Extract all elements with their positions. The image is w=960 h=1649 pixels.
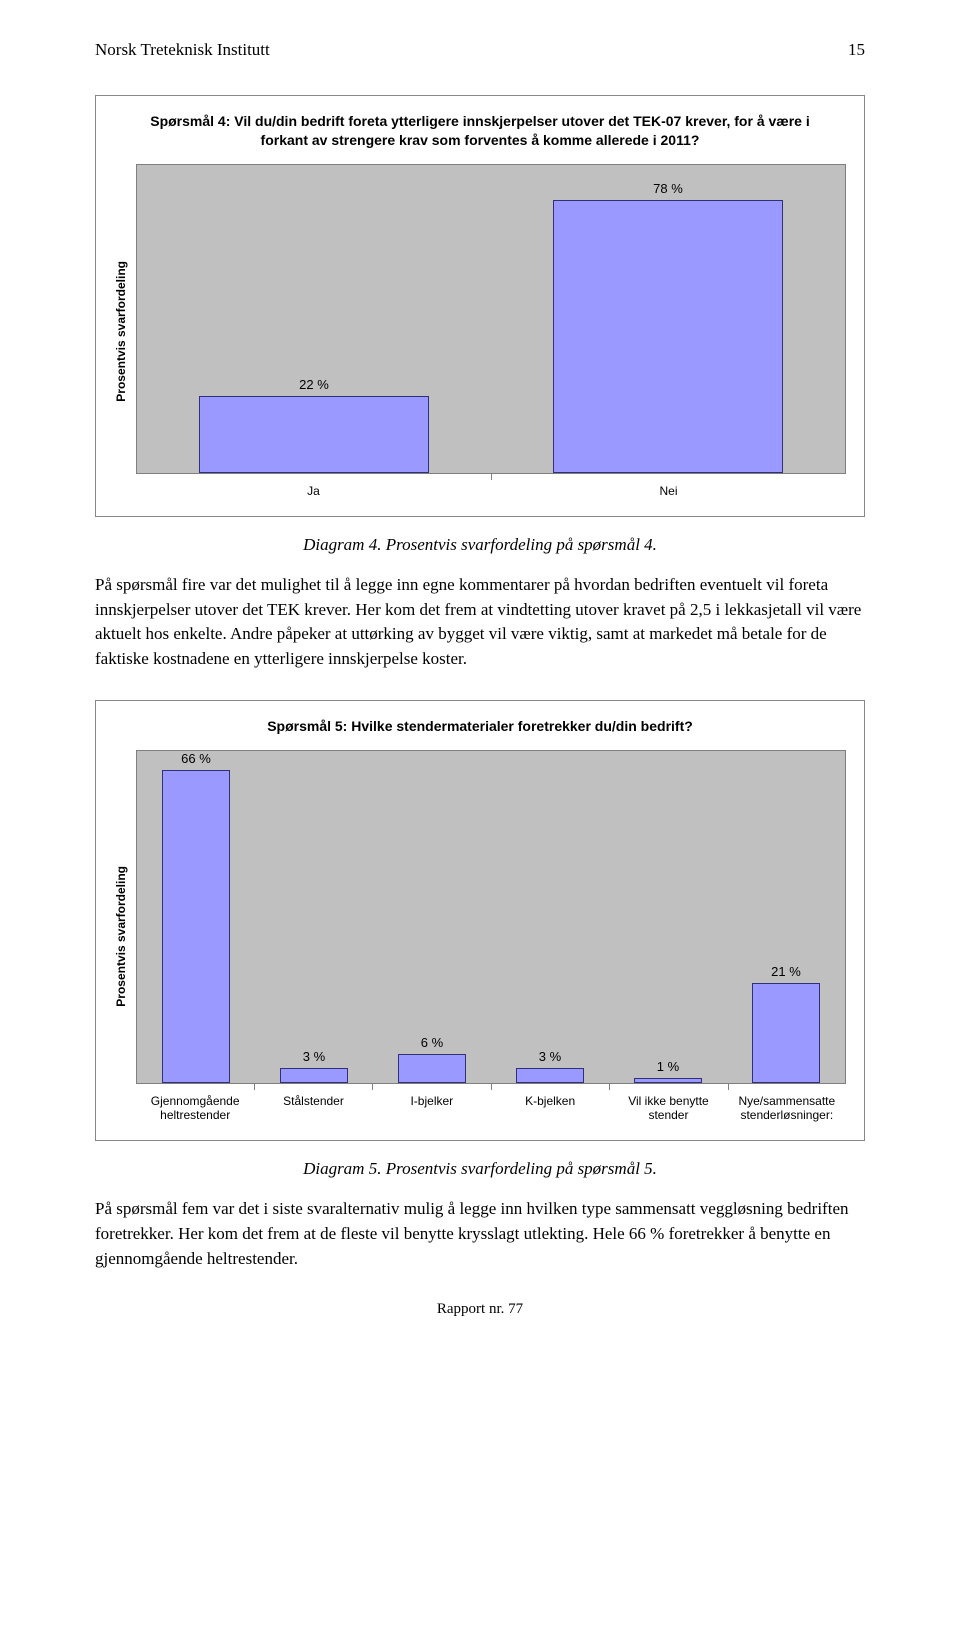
caption-1: Diagram 4. Prosentvis svarfordeling på s… — [95, 535, 865, 555]
bar — [199, 396, 429, 473]
xtick — [729, 1084, 847, 1090]
bar-slot: 3 % — [491, 751, 609, 1083]
bar — [162, 770, 230, 1083]
bar-value-label: 1 % — [609, 1059, 727, 1074]
xlabel: Gjennomgående heltrestender — [136, 1094, 254, 1123]
chart-1-plot: 22 % 78 % — [136, 164, 846, 474]
chart-2-plot-wrap: Prosentvis svarfordeling 66 %3 %6 %3 %1 … — [114, 750, 846, 1123]
bar-slot: 21 % — [727, 751, 845, 1083]
chart-1-xlabels: JaNei — [136, 484, 846, 498]
bar-value-label: 22 % — [137, 377, 491, 392]
xtick — [610, 1084, 729, 1090]
chart-1-title: Spørsmål 4: Vil du/din bedrift foreta yt… — [134, 112, 826, 150]
chart-1-bars: 22 % 78 % — [137, 165, 845, 473]
bar-slot: 3 % — [255, 751, 373, 1083]
xlabel: Nye/sammensatte stenderløsninger: — [728, 1094, 846, 1123]
chart-2-xticks — [136, 1084, 846, 1090]
xlabel: Vil ikke benytte stender — [609, 1094, 727, 1123]
xtick — [492, 474, 847, 480]
xlabel: Stålstender — [254, 1094, 372, 1123]
chart-1-plot-wrap: Prosentvis svarfordeling 22 % 78 % JaNei — [114, 164, 846, 498]
bar-value-label: 66 % — [137, 751, 255, 766]
bar — [516, 1068, 584, 1082]
chart-2-bars: 66 %3 %6 %3 %1 %21 % — [137, 751, 845, 1083]
xtick — [373, 1084, 492, 1090]
xtick — [136, 474, 492, 480]
bar-slot: 78 % — [491, 165, 845, 473]
bar-value-label: 78 % — [491, 181, 845, 196]
footer: Rapport nr. 77 — [95, 1301, 865, 1318]
chart-1-plot-col: 22 % 78 % JaNei — [136, 164, 846, 498]
xtick — [255, 1084, 374, 1090]
chart-1-ylabel: Prosentvis svarfordeling — [114, 261, 128, 402]
bar-slot: 22 % — [137, 165, 491, 473]
xlabel: Nei — [491, 484, 846, 498]
paragraph-1: På spørsmål fire var det mulighet til å … — [95, 573, 865, 672]
bar — [398, 1054, 466, 1082]
bar — [634, 1078, 702, 1083]
bar-slot: 1 % — [609, 751, 727, 1083]
chart-2-plot: 66 %3 %6 %3 %1 %21 % — [136, 750, 846, 1084]
caption-2: Diagram 5. Prosentvis svarfordeling på s… — [95, 1159, 865, 1179]
bar-value-label: 21 % — [727, 964, 845, 979]
page-header: Norsk Treteknisk Institutt 15 — [95, 40, 865, 60]
xtick — [492, 1084, 611, 1090]
bar-value-label: 3 % — [255, 1049, 373, 1064]
chart-2-plot-inner: 66 %3 %6 %3 %1 %21 % — [137, 751, 845, 1083]
bar — [553, 200, 783, 473]
bar — [280, 1068, 348, 1082]
chart-2-frame: Spørsmål 5: Hvilke stendermaterialer for… — [95, 700, 865, 1142]
chart-2-plot-col: 66 %3 %6 %3 %1 %21 % Gjennomgående heltr… — [136, 750, 846, 1123]
xlabel: Ja — [136, 484, 491, 498]
chart-2-xlabels: Gjennomgående heltrestenderStålstenderI-… — [136, 1094, 846, 1123]
chart-2-title: Spørsmål 5: Hvilke stendermaterialer for… — [134, 717, 826, 736]
header-page-number: 15 — [848, 40, 865, 60]
bar-slot: 6 % — [373, 751, 491, 1083]
paragraph-2: På spørsmål fem var det i siste svaralte… — [95, 1197, 865, 1271]
xlabel: I-bjelker — [373, 1094, 491, 1123]
bar-value-label: 3 % — [491, 1049, 609, 1064]
chart-1-frame: Spørsmål 4: Vil du/din bedrift foreta yt… — [95, 95, 865, 517]
chart-1-xticks — [136, 474, 846, 480]
page: Norsk Treteknisk Institutt 15 Spørsmål 4… — [0, 0, 960, 1348]
chart-2-ylabel: Prosentvis svarfordeling — [114, 866, 128, 1007]
header-left: Norsk Treteknisk Institutt — [95, 40, 270, 60]
bar — [752, 983, 820, 1083]
xtick — [136, 1084, 255, 1090]
chart-1-plot-inner: 22 % 78 % — [137, 165, 845, 473]
bar-slot: 66 % — [137, 751, 255, 1083]
bar-value-label: 6 % — [373, 1035, 491, 1050]
xlabel: K-bjelken — [491, 1094, 609, 1123]
